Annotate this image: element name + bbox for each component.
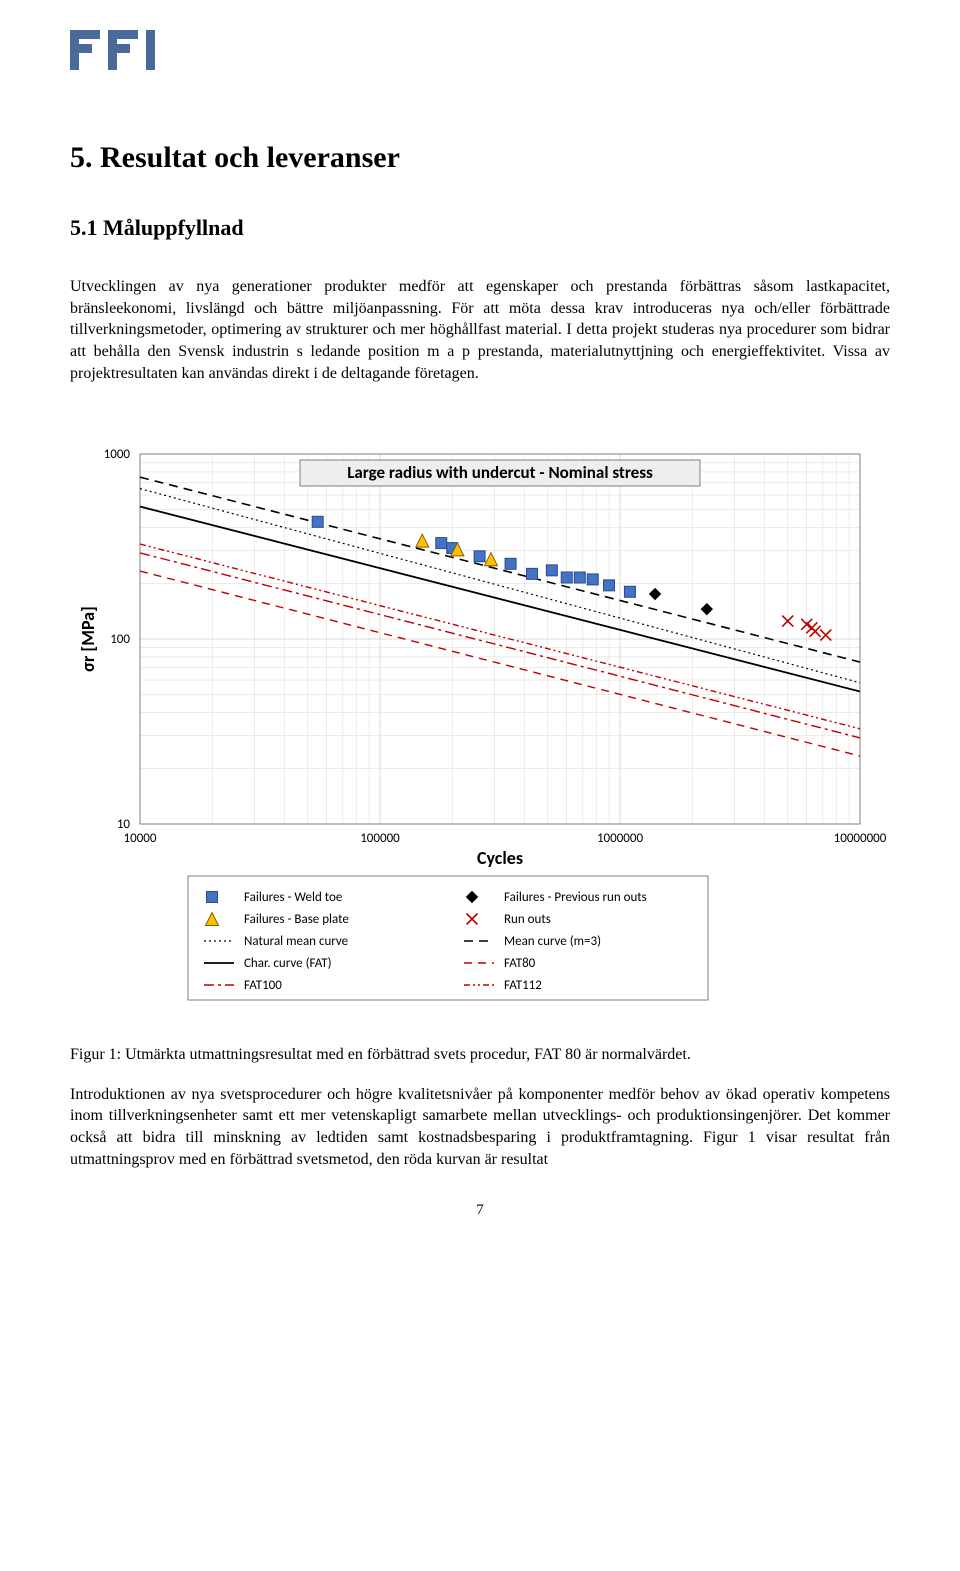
svg-text:100: 100 bbox=[110, 632, 130, 647]
section-heading: 5. Resultat och leveranser bbox=[70, 138, 890, 179]
figure-1-caption: Figur 1: Utmärkta utmattningsresultat me… bbox=[70, 1044, 890, 1066]
svg-text:10: 10 bbox=[117, 817, 131, 832]
svg-text:Large radius with undercut - N: Large radius with undercut - Nominal str… bbox=[347, 462, 653, 483]
svg-text:10000000: 10000000 bbox=[834, 831, 887, 846]
svg-text:Failures - Weld toe: Failures - Weld toe bbox=[244, 890, 342, 905]
svg-text:1000: 1000 bbox=[104, 447, 131, 462]
svg-text:100000: 100000 bbox=[360, 831, 400, 846]
svg-text:σr [MPa]: σr [MPa] bbox=[77, 606, 99, 672]
svg-text:Failures - Base plate: Failures - Base plate bbox=[244, 912, 349, 927]
figure-1-chart: 10000 100000 1000000 10000000 10 100 1000 Cycle… bbox=[70, 424, 890, 1014]
ffi-logo bbox=[70, 30, 890, 78]
svg-text:Natural mean curve: Natural mean curve bbox=[244, 934, 348, 949]
page-number: 7 bbox=[70, 1200, 890, 1220]
svg-text:Failures - Previous run outs: Failures - Previous run outs bbox=[504, 890, 647, 905]
svg-text:FAT80: FAT80 bbox=[504, 956, 536, 971]
subsection-heading: 5.1 Måluppfyllnad bbox=[70, 213, 890, 243]
paragraph-2: Introduktionen av nya svetsprocedurer oc… bbox=[70, 1084, 890, 1170]
svg-text:Mean curve (m=3): Mean curve (m=3) bbox=[504, 934, 601, 949]
svg-text:Char. curve (FAT): Char. curve (FAT) bbox=[244, 956, 332, 971]
svg-text:Cycles: Cycles bbox=[477, 847, 523, 869]
svg-text:1000000: 1000000 bbox=[597, 831, 644, 846]
svg-text:FAT100: FAT100 bbox=[244, 978, 282, 993]
paragraph-1: Utvecklingen av nya generationer produkt… bbox=[70, 276, 890, 384]
svg-text:Run outs: Run outs bbox=[504, 912, 551, 927]
svg-text:10000: 10000 bbox=[124, 831, 157, 846]
svg-text:FAT112: FAT112 bbox=[504, 978, 542, 993]
